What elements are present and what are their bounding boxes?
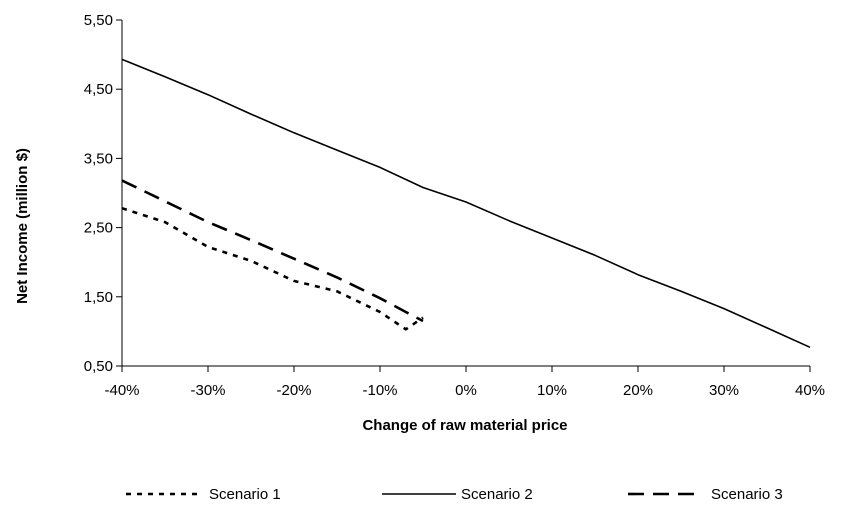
series-line-scenario-2 bbox=[121, 58, 811, 349]
series-layer bbox=[121, 58, 811, 349]
legend: Scenario 1 Scenario 2 Scenario 3 bbox=[126, 486, 783, 503]
y-axis-title: Net Income (million $) bbox=[14, 148, 31, 304]
x-axis-title: Change of raw material price bbox=[362, 417, 567, 434]
y-tick-label: 2,50 bbox=[84, 220, 113, 237]
y-tick-label: 4,50 bbox=[84, 81, 113, 98]
x-tick-label: -10% bbox=[362, 382, 397, 399]
y-axis-ticks: 0,50 1,50 2,50 3,50 4,50 5,50 bbox=[84, 12, 122, 375]
y-tick-label: 1,50 bbox=[84, 289, 113, 306]
y-tick-label: 3,50 bbox=[84, 150, 113, 167]
x-axis-ticks: -40% -30% -20% -10% 0% 10% 20% 30% 40% bbox=[104, 366, 825, 399]
x-tick-label: -20% bbox=[276, 382, 311, 399]
x-tick-label: -30% bbox=[190, 382, 225, 399]
x-tick-label: 30% bbox=[709, 382, 739, 399]
y-tick-label: 5,50 bbox=[84, 12, 113, 29]
x-tick-label: 10% bbox=[537, 382, 567, 399]
x-tick-label: -40% bbox=[104, 382, 139, 399]
chart-axes bbox=[121, 20, 810, 367]
x-tick-label: 40% bbox=[795, 382, 825, 399]
x-tick-label: 20% bbox=[623, 382, 653, 399]
y-tick-label: 0,50 bbox=[84, 358, 113, 375]
legend-label: Scenario 1 bbox=[209, 486, 281, 503]
legend-label: Scenario 2 bbox=[461, 486, 533, 503]
series-line-scenario-3 bbox=[121, 179, 424, 323]
series-line-scenario-1 bbox=[121, 206, 424, 331]
x-tick-label: 0% bbox=[455, 382, 477, 399]
legend-label: Scenario 3 bbox=[711, 486, 783, 503]
